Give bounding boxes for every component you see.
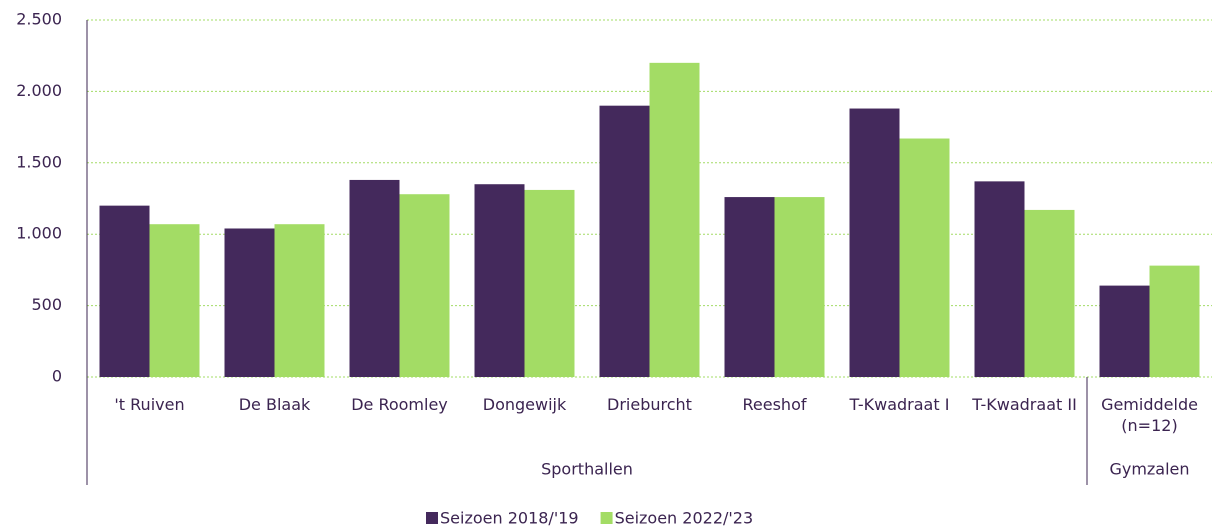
y-tick-label: 0 [52, 367, 62, 386]
bar [1149, 265, 1200, 377]
bar [974, 181, 1025, 377]
y-tick-label: 1.000 [16, 224, 62, 243]
bar [99, 205, 150, 377]
legend-swatch [426, 512, 438, 524]
bar [649, 62, 700, 378]
bar [349, 179, 400, 377]
y-tick-label: 500 [31, 295, 62, 314]
bar [849, 108, 900, 377]
x-tick-label: De Roomley [351, 395, 448, 414]
x-tick-label: De Blaak [238, 395, 311, 414]
y-tick-label: 1.500 [16, 152, 62, 171]
group-label: Sporthallen [541, 460, 633, 479]
bar [724, 197, 775, 377]
legend-swatch [600, 512, 613, 524]
bar [149, 224, 200, 377]
x-tick-label: T-Kwadraat I [849, 395, 950, 414]
x-tick-label: T-Kwadraat II [972, 395, 1077, 414]
bar [1024, 209, 1075, 377]
bar [1099, 285, 1150, 377]
x-tick-label: 't Ruiven [114, 395, 185, 414]
legend-label: Seizoen 2018/'19 [440, 509, 579, 528]
x-tick-label: Gemiddelde (n=12) [1101, 395, 1198, 435]
y-tick-label: 2.000 [16, 81, 62, 100]
legend-label: Seizoen 2022/'23 [615, 509, 754, 528]
x-tick-label: Drieburcht [607, 395, 692, 414]
bar [224, 228, 275, 377]
bar [474, 184, 525, 377]
bar [399, 194, 450, 377]
x-tick-label: Reeshof [742, 395, 807, 414]
bar [524, 189, 575, 377]
bar [774, 197, 825, 377]
x-tick-label: Dongewijk [482, 395, 567, 414]
bar [899, 138, 950, 377]
group-label: Gymzalen [1109, 460, 1189, 479]
y-tick-label: 2.500 [16, 10, 62, 29]
bar [274, 224, 325, 377]
bar [599, 105, 650, 378]
